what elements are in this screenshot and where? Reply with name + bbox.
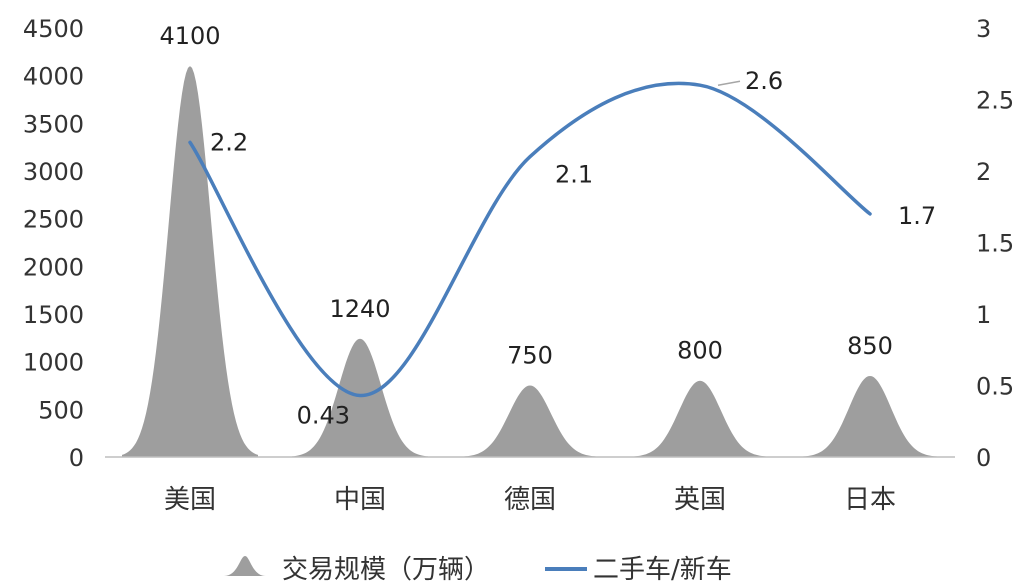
left-axis: 0 500 1000 1500 2000 2500 3000 3500 4000 4500: [23, 15, 84, 472]
right-tick-label: 1: [976, 301, 991, 329]
category-label: 美国: [164, 485, 216, 515]
right-axis: 0 0.5 1 1.5 2 2.5 3: [976, 15, 1014, 472]
left-tick-label: 2500: [23, 206, 84, 234]
peak-value-label: 1240: [329, 295, 390, 323]
peak-shape: [632, 380, 768, 457]
ratio-value-label: 2.6: [745, 67, 783, 95]
right-tick-label: 2: [976, 158, 991, 186]
ratio-line: [188, 81, 872, 398]
legend-line-label: 二手车/新车: [593, 555, 732, 583]
left-tick-label: 2000: [23, 253, 84, 281]
peak-series: 4100 1240 750 800 850: [122, 22, 938, 457]
peak-shape: [122, 66, 258, 457]
left-tick-label: 4000: [23, 63, 84, 91]
ratio-label-leader: [717, 80, 741, 86]
peak-shape: [292, 338, 428, 457]
peak-shape: [802, 376, 938, 457]
peak-value-label: 750: [507, 342, 553, 370]
peak-value-label: 850: [847, 332, 893, 360]
ratio-value-label: 1.7: [898, 202, 936, 230]
peak-value-label: 800: [677, 337, 723, 365]
category-label: 德国: [504, 485, 556, 515]
legend-peak-swatch: [224, 556, 266, 576]
category-label: 日本: [844, 485, 896, 515]
legend: 交易规模（万辆） 二手车/新车: [224, 555, 732, 583]
right-tick-label: 3: [976, 15, 991, 43]
right-tick-label: 0: [976, 444, 991, 472]
ratio-value-label: 2.2: [210, 128, 248, 156]
peak-shape: [462, 385, 598, 457]
left-tick-label: 4500: [23, 15, 84, 43]
left-tick-label: 3000: [23, 158, 84, 186]
legend-peak-label: 交易规模（万辆）: [282, 555, 490, 583]
ratio-series: 2.2 0.43 2.1 2.6 1.7: [188, 67, 936, 430]
ratio-value-label: 2.1: [555, 161, 593, 189]
left-tick-label: 1500: [23, 301, 84, 329]
category-labels: 美国 中国 德国 英国 日本: [164, 485, 896, 515]
ratio-value-label: 0.43: [297, 402, 350, 430]
category-label: 英国: [674, 485, 726, 515]
right-tick-label: 1.5: [976, 230, 1014, 258]
left-tick-label: 1000: [23, 349, 84, 377]
peak-value-label: 4100: [159, 22, 220, 50]
category-label: 中国: [334, 485, 386, 515]
left-tick-label: 0: [69, 444, 84, 472]
right-tick-label: 2.5: [976, 87, 1014, 115]
left-tick-label: 3500: [23, 110, 84, 138]
right-tick-label: 0.5: [976, 373, 1014, 401]
left-tick-label: 500: [38, 396, 84, 424]
